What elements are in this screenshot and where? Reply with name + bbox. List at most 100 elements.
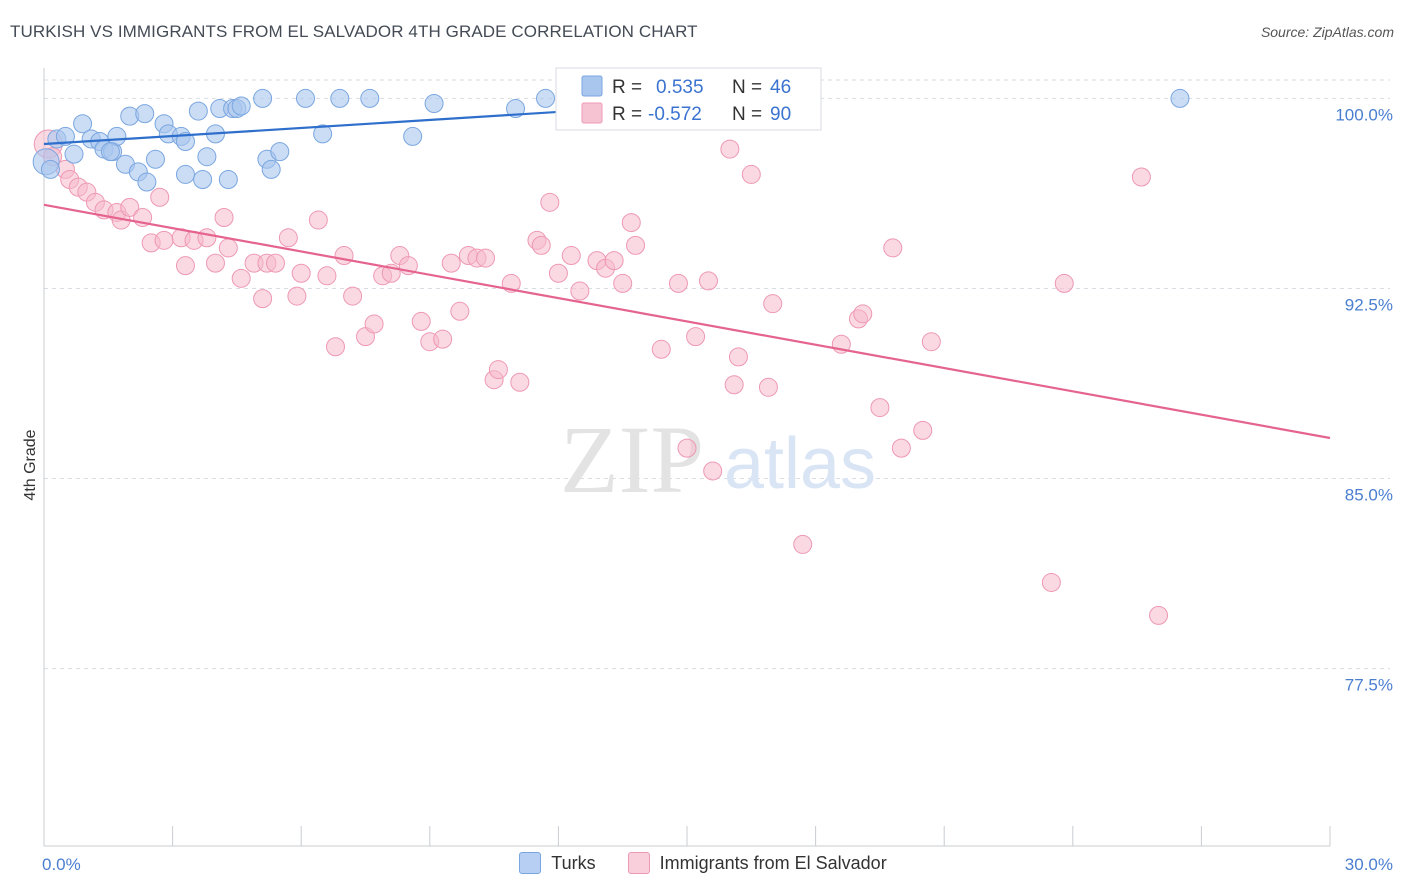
- point-el-salvador: [604, 251, 624, 271]
- point-turks: [145, 149, 165, 169]
- legend-swatch-turks-bottom: [519, 852, 542, 874]
- bottom-legend: Turks Immigrants from El Salvador: [0, 852, 1406, 874]
- point-el-salvador: [570, 281, 590, 301]
- legend-item-turks: Turks: [519, 852, 596, 874]
- point-el-salvador: [433, 329, 453, 349]
- trend-lines: [43, 94, 1331, 440]
- point-el-salvador: [720, 139, 740, 159]
- y-tick-label: 77.5%: [1345, 676, 1393, 695]
- point-el-salvador: [218, 238, 238, 258]
- point-el-salvador: [891, 438, 911, 458]
- point-el-salvador: [253, 289, 273, 309]
- point-turks: [360, 88, 380, 108]
- x-tick-label: 30.0%: [1345, 855, 1393, 874]
- point-turks: [261, 159, 281, 179]
- legend-r-label-2: R =: [612, 104, 642, 125]
- point-turks: [330, 88, 350, 108]
- point-el-salvador: [197, 228, 217, 248]
- point-el-salvador: [278, 228, 298, 248]
- point-el-salvador: [510, 372, 530, 392]
- x-tick-label: 0.0%: [42, 855, 81, 874]
- point-turks: [197, 147, 217, 167]
- chart-title: TURKISH VS IMMIGRANTS FROM EL SALVADOR 4…: [10, 22, 698, 41]
- point-el-salvador: [913, 420, 933, 440]
- point-el-salvador: [703, 461, 723, 481]
- point-turks: [40, 159, 60, 179]
- y-tick-label: 85.0%: [1345, 486, 1393, 505]
- legend-n-value-1: 46: [770, 77, 791, 98]
- point-turks: [313, 124, 333, 144]
- point-el-salvador: [651, 339, 671, 359]
- point-el-salvador: [698, 271, 718, 291]
- point-el-salvador: [450, 301, 470, 321]
- point-el-salvador: [1131, 167, 1151, 187]
- point-el-salvador: [150, 187, 170, 207]
- point-el-salvador: [287, 286, 307, 306]
- legend-r-value-2: -0.572: [648, 104, 702, 125]
- point-el-salvador: [626, 235, 646, 255]
- legend-n-label-1: N =: [732, 77, 762, 98]
- point-turks: [175, 131, 195, 151]
- point-el-salvador: [548, 263, 568, 283]
- point-turks: [193, 170, 213, 190]
- point-el-salvador: [265, 253, 285, 273]
- point-el-salvador: [364, 314, 384, 334]
- trend-line-el-salvador: [43, 203, 1331, 440]
- y-tick-label: 100.0%: [1335, 105, 1393, 124]
- point-turks: [55, 126, 75, 146]
- point-el-salvador: [793, 534, 813, 554]
- point-turks: [73, 114, 93, 134]
- point-el-salvador: [205, 253, 225, 273]
- point-el-salvador: [154, 230, 174, 250]
- point-el-salvador: [476, 248, 496, 268]
- point-el-salvador: [1041, 572, 1061, 592]
- source-note: Source: ZipAtlas.com: [1260, 24, 1394, 40]
- point-turks: [1170, 88, 1190, 108]
- point-el-salvador: [540, 192, 560, 212]
- series-el-salvador-points: [33, 129, 1169, 625]
- point-el-salvador: [334, 246, 354, 266]
- legend-n-value-2: 90: [770, 104, 791, 125]
- point-el-salvador: [613, 273, 633, 293]
- point-el-salvador: [214, 208, 234, 228]
- point-el-salvador: [1054, 273, 1074, 293]
- point-el-salvador: [411, 311, 431, 331]
- point-el-salvador: [686, 327, 706, 347]
- legend-label-el-salvador: Immigrants from El Salvador: [659, 852, 887, 873]
- axes: 100.0% 92.5% 85.0% 77.5% 0.0% 30.0%: [42, 68, 1393, 874]
- point-el-salvador: [531, 235, 551, 255]
- legend-r-value-1: 0.535: [656, 77, 704, 98]
- point-el-salvador: [853, 304, 873, 324]
- point-turks: [100, 142, 120, 162]
- watermark-atlas: atlas: [724, 424, 876, 504]
- point-turks: [403, 126, 423, 146]
- point-el-salvador: [441, 253, 461, 273]
- point-el-salvador: [175, 256, 195, 276]
- point-el-salvador: [488, 360, 508, 380]
- point-turks: [175, 164, 195, 184]
- y-tick-label: 92.5%: [1345, 295, 1393, 314]
- point-el-salvador: [883, 238, 903, 258]
- legend-swatch-turks: [581, 75, 603, 97]
- point-turks: [137, 172, 157, 192]
- point-el-salvador: [1149, 605, 1169, 625]
- point-el-salvador: [325, 337, 345, 357]
- point-turks: [536, 88, 556, 108]
- point-turks: [218, 170, 238, 190]
- point-el-salvador: [728, 347, 748, 367]
- point-el-salvador: [317, 266, 337, 286]
- point-turks: [424, 93, 444, 113]
- point-turks: [135, 104, 155, 124]
- point-el-salvador: [921, 332, 941, 352]
- legend-n-label-2: N =: [732, 104, 762, 125]
- point-el-salvador: [120, 197, 140, 217]
- point-turks: [270, 142, 290, 162]
- point-turks: [64, 144, 84, 164]
- point-turks: [253, 88, 273, 108]
- point-el-salvador: [231, 268, 251, 288]
- legend-item-el-salvador: Immigrants from El Salvador: [627, 852, 887, 874]
- gridlines: [44, 79, 1390, 670]
- point-el-salvador: [724, 375, 744, 395]
- point-turks: [506, 99, 526, 119]
